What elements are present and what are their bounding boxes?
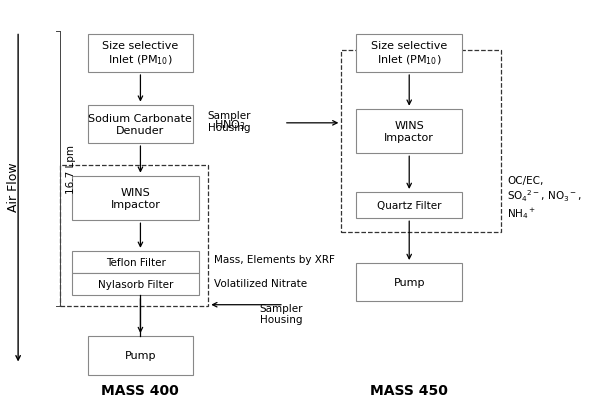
Text: Quartz Filter: Quartz Filter <box>377 200 442 211</box>
Text: OC/EC,
SO$_4$$^{2-}$, NO$_3$$^-$,
NH$_4$$^+$: OC/EC, SO$_4$$^{2-}$, NO$_3$$^-$, NH$_4$… <box>507 176 582 221</box>
Text: Size selective
Inlet (PM$_{10}$): Size selective Inlet (PM$_{10}$) <box>371 41 448 66</box>
Bar <box>88 105 193 144</box>
Bar <box>60 166 208 306</box>
Bar <box>72 273 199 296</box>
Text: 16.7 Lpm: 16.7 Lpm <box>66 145 76 194</box>
Text: WINS
Impactor: WINS Impactor <box>111 188 161 209</box>
Bar <box>356 192 462 219</box>
Text: Sampler
Housing: Sampler Housing <box>207 111 251 132</box>
Bar <box>356 263 462 302</box>
Bar <box>356 34 462 73</box>
Text: Teflon Filter: Teflon Filter <box>106 257 166 267</box>
Bar <box>356 109 462 154</box>
Text: Size selective
Inlet (PM$_{10}$): Size selective Inlet (PM$_{10}$) <box>102 41 179 66</box>
Text: Sampler
Housing: Sampler Housing <box>260 303 303 325</box>
Text: HNO$_3$: HNO$_3$ <box>214 117 246 131</box>
Text: Pump: Pump <box>393 277 425 288</box>
Bar <box>341 51 501 233</box>
Bar <box>72 176 199 221</box>
Bar <box>72 251 199 273</box>
Bar <box>88 34 193 73</box>
Text: Sodium Carbonate
Denuder: Sodium Carbonate Denuder <box>89 114 192 135</box>
Text: Nylasorb Filter: Nylasorb Filter <box>98 279 173 290</box>
Text: MASS 450: MASS 450 <box>370 383 448 397</box>
Bar <box>88 336 193 375</box>
Text: Mass, Elements by XRF: Mass, Elements by XRF <box>214 254 335 264</box>
Text: Air Flow: Air Flow <box>7 162 20 211</box>
Text: Volatilized Nitrate: Volatilized Nitrate <box>214 279 307 288</box>
Text: Pump: Pump <box>124 350 156 360</box>
Text: MASS 400: MASS 400 <box>101 383 179 397</box>
Text: WINS
Impactor: WINS Impactor <box>384 121 434 143</box>
